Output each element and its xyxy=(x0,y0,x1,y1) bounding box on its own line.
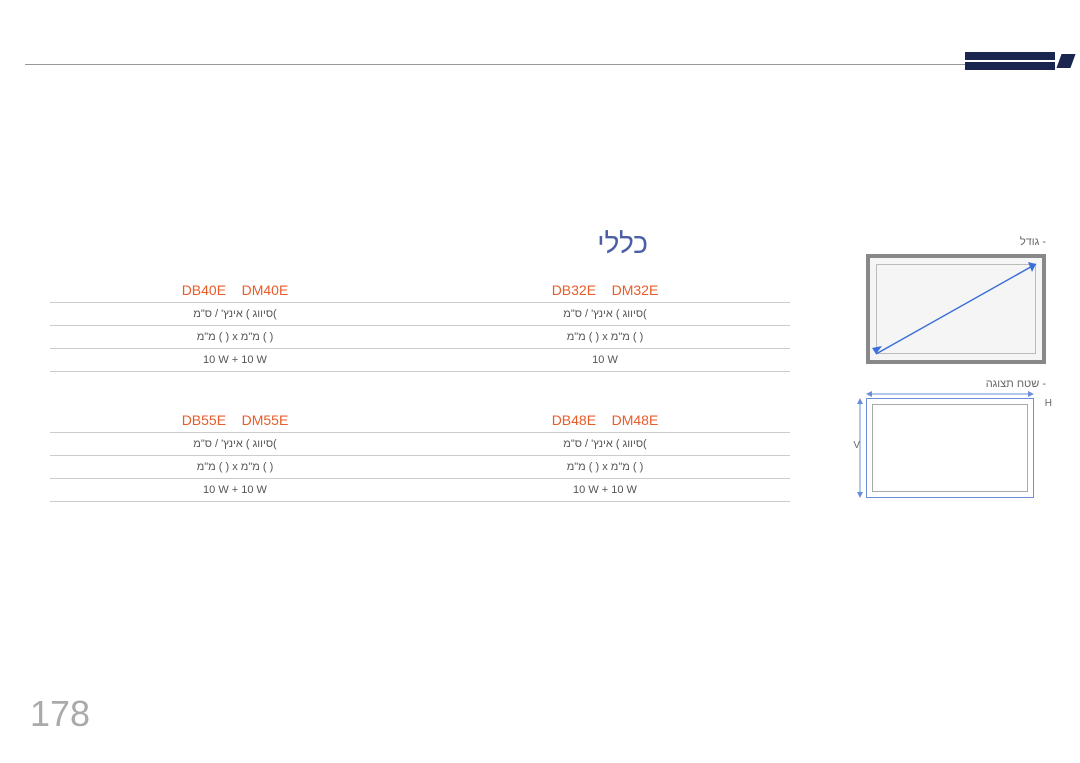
page-number: 178 xyxy=(30,693,90,735)
spec-cell: מ"מ ( ) x מ"מ ( ) xyxy=(420,461,790,473)
spec-cell: סיווג ) אינץ' / ס"מ( xyxy=(50,308,420,320)
spec-cell: מ"מ ( ) x מ"מ ( ) xyxy=(50,461,420,473)
display-area-label: - שטח תצוגה xyxy=(986,378,1046,390)
model-name: DB32E xyxy=(552,282,596,298)
model-name: DM32E xyxy=(612,282,659,298)
table-row: 10 W 10 W + 10 W xyxy=(50,349,790,372)
spec-cell: 10 W + 10 W xyxy=(50,484,420,496)
model-name: DB55E xyxy=(182,412,226,428)
size-diagram xyxy=(866,254,1046,364)
size-label: - גודל xyxy=(1020,236,1046,248)
spec-block-1: DB32E DM32E DB40E DM40E סיווג ) אינץ' / … xyxy=(50,278,790,372)
v-label: V xyxy=(853,440,860,451)
table-row: 10 W + 10 W 10 W + 10 W xyxy=(50,479,790,502)
model-cell: DB48E DM48E xyxy=(420,412,790,428)
h-label: H xyxy=(1045,398,1052,409)
model-name: DM55E xyxy=(242,412,289,428)
spec-cell: סיווג ) אינץ' / ס"מ( xyxy=(50,438,420,450)
spec-cell: 10 W xyxy=(420,354,790,366)
table-row: סיווג ) אינץ' / ס"מ( סיווג ) אינץ' / ס"מ… xyxy=(50,302,790,326)
model-cell: DB55E DM55E xyxy=(50,412,420,428)
model-row: DB48E DM48E DB55E DM55E xyxy=(50,408,790,432)
spec-cell: סיווג ) אינץ' / ס"מ( xyxy=(420,438,790,450)
model-name: DM48E xyxy=(612,412,659,428)
spec-block-2: DB48E DM48E DB55E DM55E סיווג ) אינץ' / … xyxy=(50,408,790,502)
model-row: DB32E DM32E DB40E DM40E xyxy=(50,278,790,302)
table-row: סיווג ) אינץ' / ס"מ( סיווג ) אינץ' / ס"מ… xyxy=(50,432,790,456)
model-name: DB48E xyxy=(552,412,596,428)
spec-cell: 10 W + 10 W xyxy=(420,484,790,496)
h-dimension-line xyxy=(866,390,1034,398)
diagonal-arrow xyxy=(870,258,1042,360)
display-area-diagram xyxy=(866,398,1034,498)
model-name: DB40E xyxy=(182,282,226,298)
header-logo-mark xyxy=(965,52,1055,70)
section-title: כללי xyxy=(597,228,648,260)
spec-cell: 10 W + 10 W xyxy=(50,354,420,366)
spec-cell: סיווג ) אינץ' / ס"מ( xyxy=(420,308,790,320)
spec-cell: מ"מ ( ) x מ"מ ( ) xyxy=(420,331,790,343)
header-divider xyxy=(25,64,1055,65)
model-cell: DB40E DM40E xyxy=(50,282,420,298)
model-name: DM40E xyxy=(242,282,289,298)
model-cell: DB32E DM32E xyxy=(420,282,790,298)
table-row: מ"מ ( ) x מ"מ ( ) מ"מ ( ) x מ"מ ( ) xyxy=(50,326,790,349)
spec-cell: מ"מ ( ) x מ"מ ( ) xyxy=(50,331,420,343)
table-row: מ"מ ( ) x מ"מ ( ) מ"מ ( ) x מ"מ ( ) xyxy=(50,456,790,479)
